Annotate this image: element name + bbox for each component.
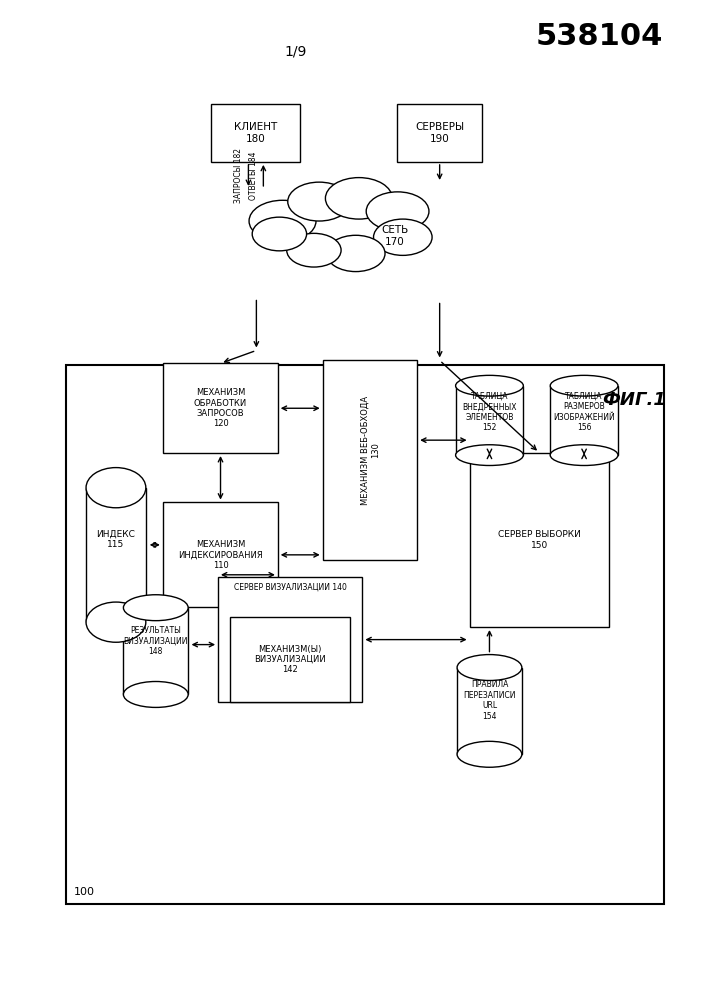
Bar xyxy=(211,104,300,162)
Bar xyxy=(455,386,523,455)
Text: ФИГ.1: ФИГ.1 xyxy=(602,391,666,409)
Text: МЕХАНИЗМ
ОБРАБОТКИ
ЗАПРОСОВ
120: МЕХАНИЗМ ОБРАБОТКИ ЗАПРОСОВ 120 xyxy=(194,388,247,428)
Bar xyxy=(230,617,350,702)
Ellipse shape xyxy=(373,219,432,255)
Text: РЕЗУЛЬТАТЫ
ВИЗУАЛИЗАЦИИ
148: РЕЗУЛЬТАТЫ ВИЗУАЛИЗАЦИИ 148 xyxy=(124,626,188,656)
Ellipse shape xyxy=(86,468,146,508)
Ellipse shape xyxy=(550,445,618,465)
Text: МЕХАНИЗМ
ИНДЕКСИРОВАНИЯ
110: МЕХАНИЗМ ИНДЕКСИРОВАНИЯ 110 xyxy=(178,540,263,570)
Ellipse shape xyxy=(457,655,522,680)
Ellipse shape xyxy=(325,178,392,219)
Bar xyxy=(124,608,188,694)
Bar xyxy=(457,668,522,754)
Ellipse shape xyxy=(455,375,523,396)
Text: ОТВЕТЫ 184: ОТВЕТЫ 184 xyxy=(249,152,258,200)
Text: 1/9: 1/9 xyxy=(284,44,306,58)
Ellipse shape xyxy=(455,445,523,465)
Ellipse shape xyxy=(327,235,385,272)
Ellipse shape xyxy=(249,200,316,242)
Text: СЕРВЕР ВЫБОРКИ
150: СЕРВЕР ВЫБОРКИ 150 xyxy=(498,530,580,550)
Ellipse shape xyxy=(124,595,188,621)
Text: 100: 100 xyxy=(74,887,95,897)
Ellipse shape xyxy=(124,681,188,707)
Bar xyxy=(86,488,146,622)
Bar xyxy=(397,104,482,162)
Ellipse shape xyxy=(550,375,618,396)
Text: ЗАПРОСЫ 182: ЗАПРОСЫ 182 xyxy=(234,148,243,203)
Text: МЕХАНИЗМ(Ы)
ВИЗУАЛИЗАЦИИ
142: МЕХАНИЗМ(Ы) ВИЗУАЛИЗАЦИИ 142 xyxy=(255,645,326,674)
Text: ПРАВИЛА
ПЕРЕЗАПИСИ
URL
154: ПРАВИЛА ПЕРЕЗАПИСИ URL 154 xyxy=(463,680,515,721)
Bar xyxy=(66,365,664,904)
Ellipse shape xyxy=(366,192,429,231)
Ellipse shape xyxy=(288,182,351,221)
Text: МЕХАНИЗМ ВЕБ-ОБХОДА
130: МЕХАНИЗМ ВЕБ-ОБХОДА 130 xyxy=(361,396,380,505)
Text: СЕРВЕР ВИЗУАЛИЗАЦИИ 140: СЕРВЕР ВИЗУАЛИЗАЦИИ 140 xyxy=(234,583,346,592)
Text: ИНДЕКС
115: ИНДЕКС 115 xyxy=(96,529,135,549)
Bar xyxy=(163,502,278,607)
Text: 538104: 538104 xyxy=(535,22,662,51)
Ellipse shape xyxy=(86,602,146,642)
Text: СЕТЬ
170: СЕТЬ 170 xyxy=(381,225,409,247)
Ellipse shape xyxy=(252,217,307,251)
Text: ТАБЛИЦА
РАЗМЕРОВ
ИЗОБРАЖЕНИЙ
156: ТАБЛИЦА РАЗМЕРОВ ИЗОБРАЖЕНИЙ 156 xyxy=(553,392,615,432)
Ellipse shape xyxy=(287,233,341,267)
Ellipse shape xyxy=(457,741,522,767)
Bar xyxy=(469,453,609,627)
Bar xyxy=(218,577,363,702)
Bar xyxy=(163,363,278,453)
Text: КЛИЕНТ
180: КЛИЕНТ 180 xyxy=(234,122,277,144)
Text: ТАБЛИЦА
ВНЕДРЕННЫХ
ЭЛЕМЕНТОВ
152: ТАБЛИЦА ВНЕДРЕННЫХ ЭЛЕМЕНТОВ 152 xyxy=(462,392,517,432)
Bar xyxy=(550,386,618,455)
Text: СЕРВЕРЫ
190: СЕРВЕРЫ 190 xyxy=(415,122,464,144)
Bar xyxy=(322,360,417,560)
